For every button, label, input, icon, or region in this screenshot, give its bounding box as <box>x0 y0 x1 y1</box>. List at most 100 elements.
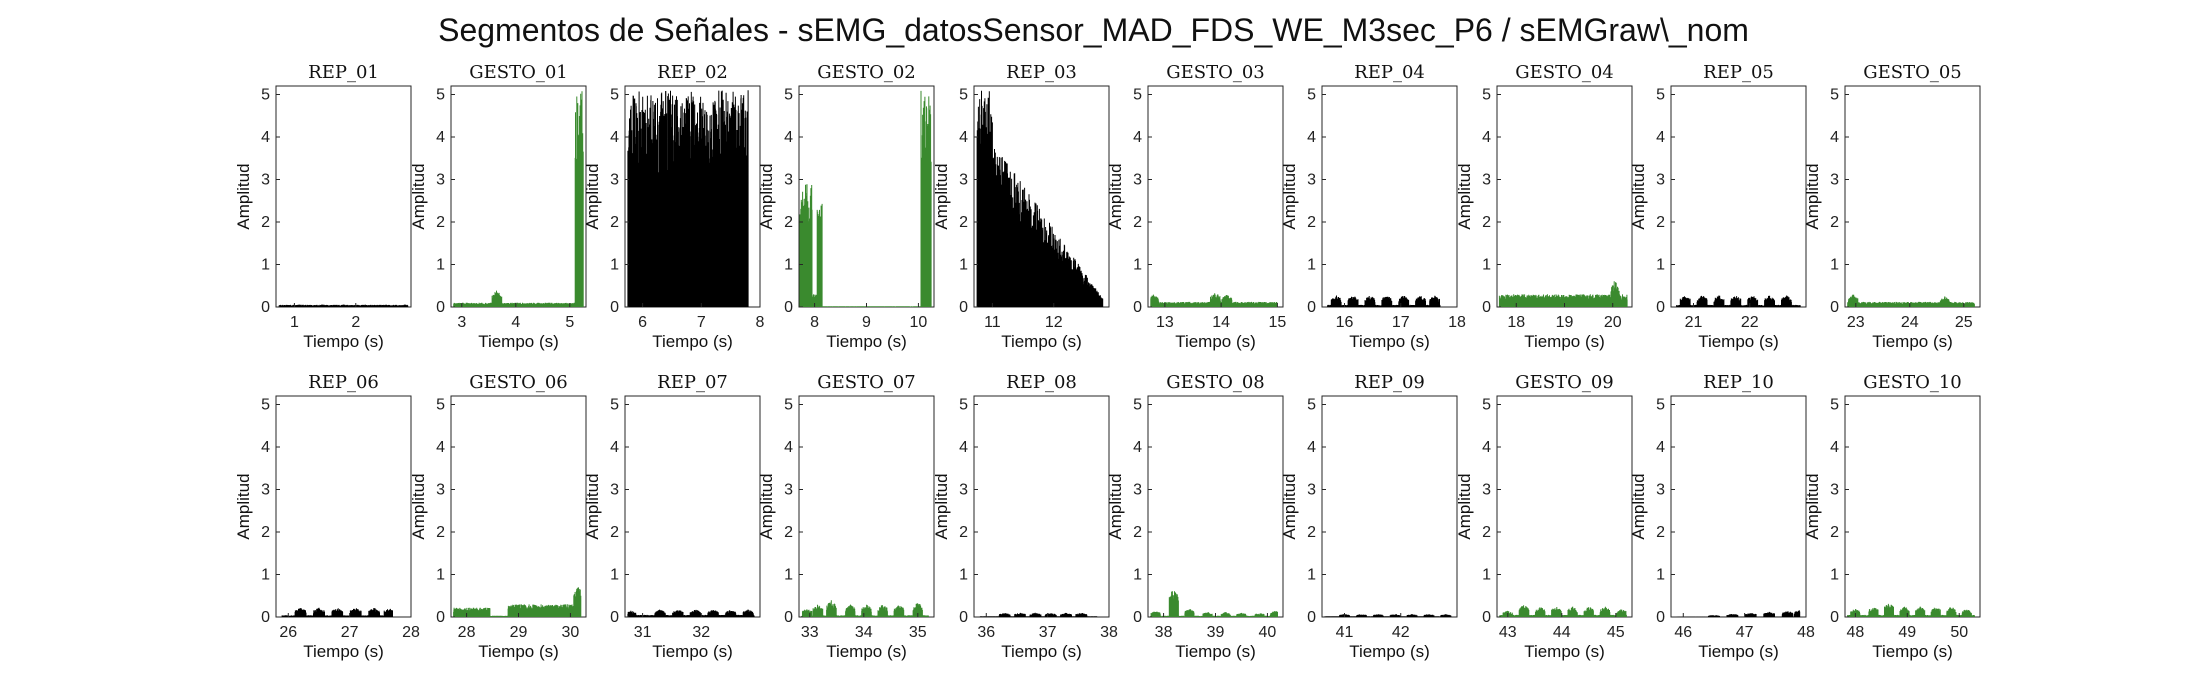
plot-area <box>1496 85 1633 308</box>
y-tick-label: 4 <box>1830 439 1839 456</box>
y-tick-label: 4 <box>1482 439 1491 456</box>
y-tick-label: 4 <box>1656 129 1665 146</box>
x-axis-label: Tiempo (s) <box>1524 642 1605 661</box>
y-tick-label: 2 <box>610 214 619 231</box>
subplot-rep-08: REP_08 0 1 2 3 4 5 36 37 38 Tiempo (s) Amplitud <box>932 372 1118 661</box>
x-tick-label: 41 <box>1336 624 1354 641</box>
y-tick-label: 0 <box>436 609 445 626</box>
y-tick-label: 2 <box>1482 524 1491 541</box>
y-tick-label: 1 <box>1830 257 1839 274</box>
y-tick-label: 4 <box>1307 439 1316 456</box>
x-tick-label: 49 <box>1898 624 1916 641</box>
y-axis-label: Amplitud <box>1455 473 1474 539</box>
y-axis-label: Amplitud <box>932 163 951 229</box>
y-tick-label: 0 <box>1307 609 1316 626</box>
signal-trace <box>799 90 932 307</box>
x-tick-label: 5 <box>565 314 574 331</box>
x-axis-label: Tiempo (s) <box>1001 332 1082 351</box>
subplot-title: REP_09 <box>1354 372 1425 393</box>
y-tick-label: 4 <box>784 129 793 146</box>
y-tick-label: 1 <box>261 567 270 584</box>
plot-area <box>275 85 412 308</box>
y-axis-label: Amplitud <box>1803 163 1822 229</box>
y-tick-label: 0 <box>1830 299 1839 316</box>
y-tick-label: 1 <box>1830 567 1839 584</box>
y-tick-label: 2 <box>959 214 968 231</box>
y-tick-label: 3 <box>1482 172 1491 189</box>
y-tick-label: 3 <box>959 482 968 499</box>
plot-area <box>1147 85 1284 308</box>
figure-title: Segmentos de Señales - sEMG_datosSensor_… <box>438 12 1749 48</box>
subplot-title: GESTO_10 <box>1863 372 1962 393</box>
x-tick-label: 31 <box>634 624 652 641</box>
y-tick-label: 4 <box>610 129 619 146</box>
y-tick-label: 1 <box>784 257 793 274</box>
y-tick-label: 2 <box>959 524 968 541</box>
y-tick-label: 1 <box>261 257 270 274</box>
subplot-title: GESTO_05 <box>1863 62 1962 83</box>
y-tick-label: 1 <box>1656 257 1665 274</box>
y-tick-label: 2 <box>610 524 619 541</box>
subplot-title: GESTO_01 <box>469 62 568 83</box>
x-tick-label: 34 <box>855 624 873 641</box>
y-tick-label: 3 <box>959 172 968 189</box>
y-tick-label: 3 <box>1830 482 1839 499</box>
x-axis-label: Tiempo (s) <box>478 642 559 661</box>
y-tick-label: 5 <box>1482 397 1491 414</box>
signal-trace <box>979 612 1098 617</box>
x-tick-label: 10 <box>910 314 928 331</box>
y-tick-label: 0 <box>1133 609 1142 626</box>
x-tick-label: 38 <box>1155 624 1173 641</box>
y-tick-label: 4 <box>1482 129 1491 146</box>
y-tick-label: 0 <box>784 609 793 626</box>
y-tick-label: 3 <box>1656 172 1665 189</box>
y-tick-label: 1 <box>959 567 968 584</box>
signal-trace <box>1847 294 1975 307</box>
y-tick-label: 2 <box>1830 524 1839 541</box>
plot-area <box>450 85 587 308</box>
y-tick-label: 3 <box>261 482 270 499</box>
y-tick-label: 4 <box>261 439 270 456</box>
y-tick-label: 3 <box>784 172 793 189</box>
y-tick-label: 0 <box>1307 299 1316 316</box>
y-tick-label: 5 <box>1307 87 1316 104</box>
x-tick-label: 24 <box>1901 314 1919 331</box>
y-tick-label: 3 <box>1133 172 1142 189</box>
subplot-title: REP_10 <box>1703 372 1774 393</box>
y-tick-label: 1 <box>784 567 793 584</box>
y-axis-label: Amplitud <box>1106 473 1125 539</box>
y-tick-label: 0 <box>261 609 270 626</box>
y-tick-label: 2 <box>1656 524 1665 541</box>
y-tick-label: 0 <box>959 299 968 316</box>
x-tick-label: 25 <box>1955 314 1973 331</box>
x-tick-label: 43 <box>1499 624 1517 641</box>
y-tick-label: 3 <box>261 172 270 189</box>
signal-trace <box>453 91 584 307</box>
y-tick-label: 4 <box>1307 129 1316 146</box>
y-tick-label: 5 <box>610 397 619 414</box>
y-tick-label: 1 <box>436 257 445 274</box>
signal-trace <box>1499 605 1627 617</box>
y-tick-label: 2 <box>1307 214 1316 231</box>
signal-trace <box>1676 295 1801 307</box>
y-axis-label: Amplitud <box>757 163 776 229</box>
y-tick-label: 0 <box>784 299 793 316</box>
y-axis-label: Amplitud <box>757 473 776 539</box>
y-tick-label: 0 <box>261 299 270 316</box>
y-tick-label: 5 <box>610 87 619 104</box>
x-tick-label: 20 <box>1604 314 1622 331</box>
y-tick-label: 1 <box>610 567 619 584</box>
y-tick-label: 3 <box>610 482 619 499</box>
subplot-rep-02: REP_02 0 1 2 3 4 5 6 7 8 Tiempo (s) Amplitud <box>583 62 765 351</box>
x-tick-label: 17 <box>1392 314 1410 331</box>
y-tick-label: 2 <box>1830 214 1839 231</box>
y-tick-label: 0 <box>1830 609 1839 626</box>
x-tick-label: 46 <box>1674 624 1692 641</box>
y-tick-label: 2 <box>784 524 793 541</box>
y-axis-label: Amplitud <box>234 163 253 229</box>
